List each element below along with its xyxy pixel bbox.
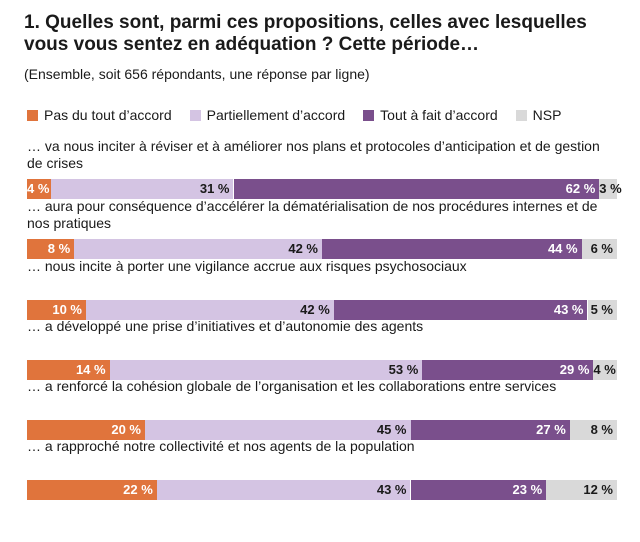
bar-row: 4 % 31 % 62 % 3 %	[27, 179, 622, 199]
chart-title: 1. Quelles sont, parmi ces propositions,…	[24, 12, 587, 55]
bar-segment-partiellement: 45 %	[145, 420, 411, 440]
bar-row: 22 % 43 % 23 % 12 %	[27, 480, 617, 500]
bar-segment-tout_a_fait: 43 %	[333, 300, 588, 320]
bar-row: 10 % 42 % 43 % 5 %	[27, 300, 617, 320]
legend-label: Partiellement d’accord	[206, 107, 346, 123]
bar-segment-partiellement: 42 %	[74, 239, 322, 259]
bar-segment-partiellement: 31 %	[50, 179, 234, 199]
legend-swatch	[363, 109, 375, 121]
legend-label: Pas du tout d’accord	[44, 107, 172, 123]
bar-segment-tout_a_fait: 29 %	[422, 360, 594, 380]
bar-row: 14 % 53 % 29 % 4 %	[27, 360, 617, 380]
bar-row: 8 % 42 % 44 % 6 %	[27, 239, 617, 259]
bar-segment-partiellement: 53 %	[109, 360, 423, 380]
question-label: … a renforcé la cohésion globale de l’or…	[27, 378, 557, 394]
bar-segment-partiellement: 42 %	[86, 300, 334, 320]
question-label: … aura pour conséquence d’accélérer la d…	[27, 198, 598, 231]
bar-segment-pas_du_tout: 4 %	[27, 179, 51, 199]
bar-segment-nsp: 6 %	[581, 239, 617, 259]
legend-label: NSP	[532, 107, 562, 123]
bar-segment-nsp: 3 %	[599, 179, 622, 199]
bar-segment-tout_a_fait: 62 %	[233, 179, 600, 199]
legend-item-nsp: NSP	[515, 107, 562, 123]
legend-item-partiellement: Partiellement d’accord	[189, 107, 346, 123]
bar-row: 20 % 45 % 27 % 8 %	[27, 420, 617, 440]
question-label: … a développé une prise d’initiatives et…	[27, 318, 424, 334]
bar-segment-nsp: 4 %	[593, 360, 617, 380]
question-label: … a rapproché notre collectivité et nos …	[27, 438, 415, 454]
chart-subtitle: (Ensemble, soit 656 répondants, une répo…	[24, 66, 370, 82]
bar-segment-nsp: 5 %	[587, 300, 617, 320]
bar-segment-pas_du_tout: 20 %	[27, 420, 145, 440]
bar-segment-pas_du_tout: 14 %	[27, 360, 110, 380]
bar-segment-pas_du_tout: 8 %	[27, 239, 75, 259]
bar-segment-pas_du_tout: 22 %	[27, 480, 157, 500]
bar-segment-nsp: 12 %	[546, 480, 617, 500]
question-label: … va nous inciter à réviser et à amélior…	[27, 138, 600, 171]
legend-label: Tout à fait d’accord	[380, 107, 498, 123]
bar-segment-pas_du_tout: 10 %	[27, 300, 86, 320]
bar-segment-partiellement: 43 %	[156, 480, 411, 500]
bar-segment-tout_a_fait: 23 %	[410, 480, 547, 500]
question-label: … nous incite à porter une vigilance acc…	[27, 258, 467, 274]
legend-item-pas_du_tout: Pas du tout d’accord	[27, 107, 172, 123]
bar-segment-tout_a_fait: 27 %	[410, 420, 570, 440]
legend-swatch	[515, 109, 527, 121]
bar-segment-nsp: 8 %	[569, 420, 617, 440]
bar-segment-tout_a_fait: 44 %	[322, 239, 582, 259]
chart-legend: Pas du tout d’accord Partiellement d’acco…	[27, 107, 579, 123]
legend-swatch	[189, 109, 201, 121]
legend-swatch	[27, 109, 38, 121]
legend-item-tout_a_fait: Tout à fait d’accord	[363, 107, 498, 123]
